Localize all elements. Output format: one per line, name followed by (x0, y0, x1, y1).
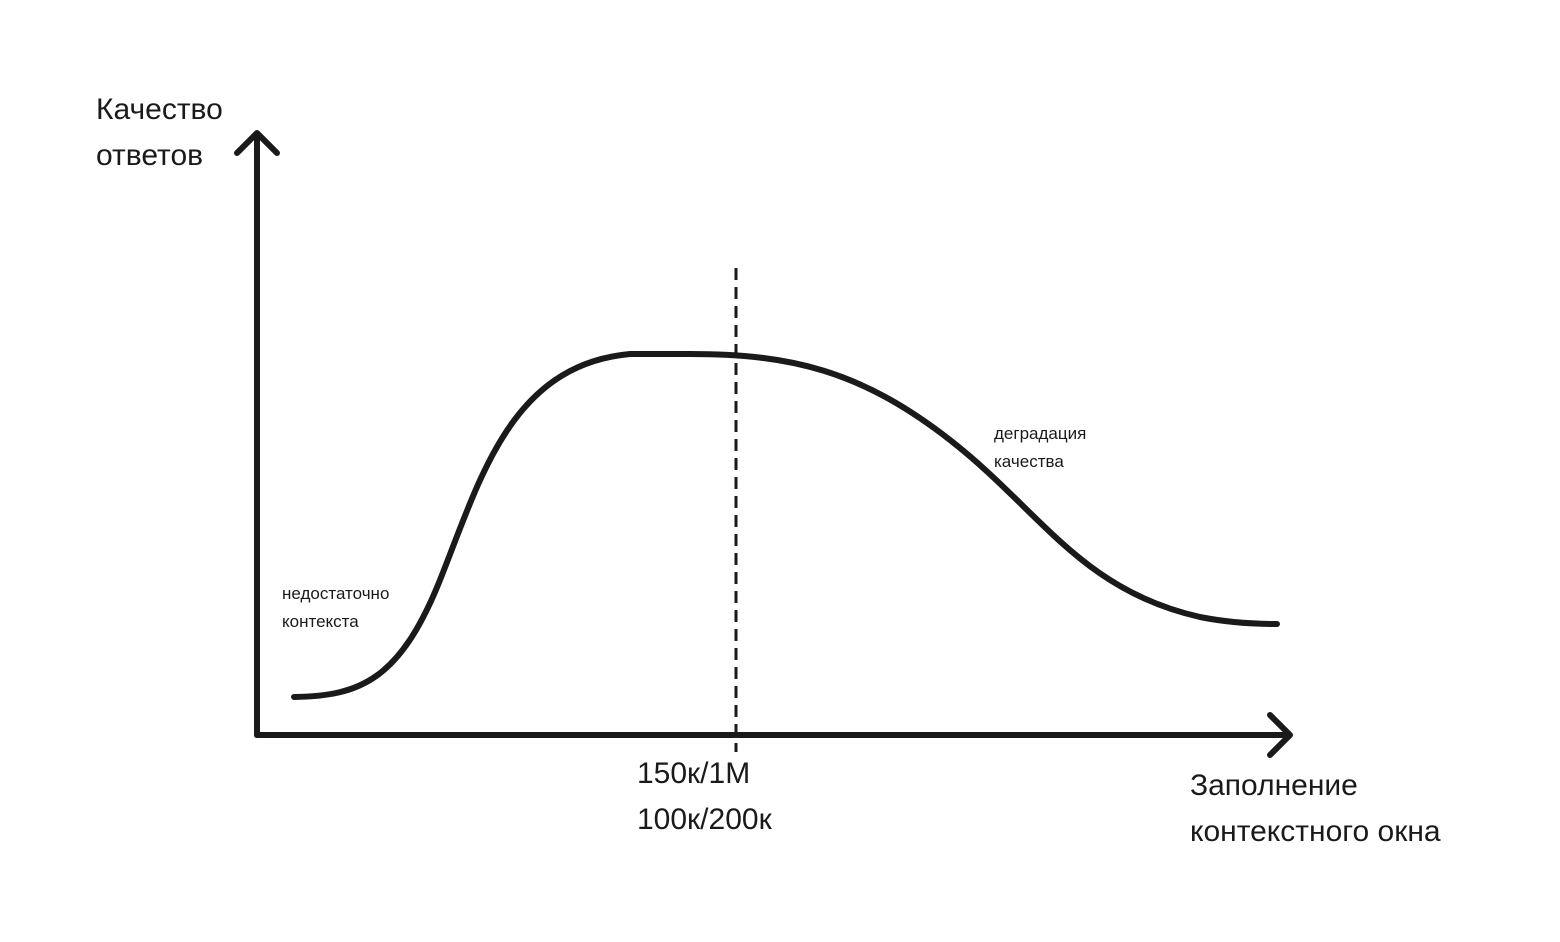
x-axis-label-line1: Заполнение (1190, 769, 1358, 802)
quality-degradation-line1: деградация (994, 424, 1087, 443)
x-axis-arrowhead (1267, 712, 1293, 758)
y-axis-label-line2: ответов (96, 139, 204, 172)
threshold-label: 150к/1М 100к/200к (637, 751, 772, 843)
quality-degradation-annotation: деградация качества (994, 420, 1086, 476)
quality-curve (291, 351, 1280, 700)
insufficient-context-annotation: недостаточно контекста (282, 580, 389, 636)
y-axis-label-line1: Качество (96, 93, 223, 126)
y-axis-arrowhead (234, 130, 280, 156)
threshold-label-line1: 150к/1М (637, 757, 751, 790)
x-axis-label-line2: контекстного окна (1190, 815, 1441, 848)
threshold-label-line2: 100к/200к (637, 803, 772, 836)
insufficient-context-line2: контекста (282, 612, 359, 631)
x-axis-label: Заполнение контекстного окна (1190, 763, 1441, 855)
quality-degradation-line2: качества (994, 452, 1064, 471)
y-axis-label: Качество ответов (96, 87, 223, 179)
insufficient-context-line1: недостаточно (282, 584, 390, 603)
